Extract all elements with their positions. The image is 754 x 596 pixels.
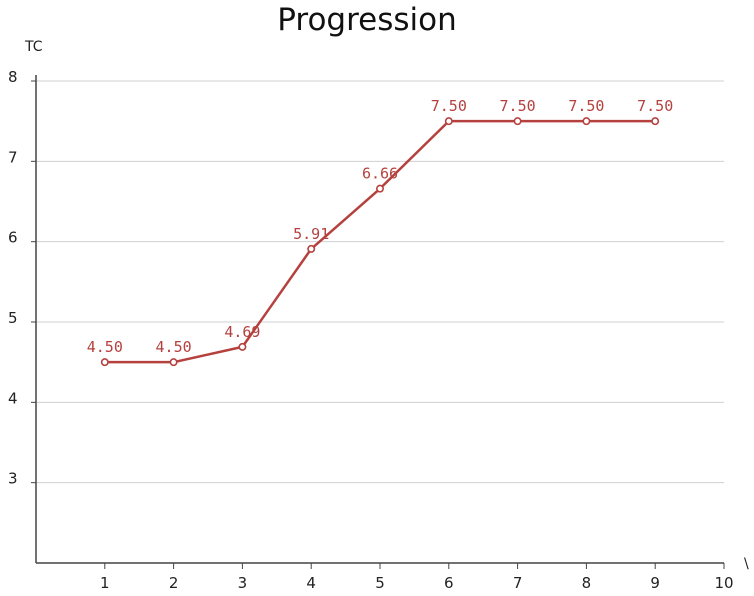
tick-labels: 3 4 5 6 7 8 1 2 3 4 5 6 7 8 9 10	[8, 68, 734, 592]
y-tick-label: 6	[8, 229, 18, 247]
x-tick-label: 2	[169, 574, 179, 592]
y-tick-label: 8	[8, 68, 18, 86]
data-point	[651, 117, 660, 126]
data-point	[307, 244, 316, 253]
data-label: 4.69	[224, 323, 260, 341]
chart-title: Progression	[277, 2, 457, 38]
x-tick-label: 7	[513, 574, 523, 592]
y-tick-label: 5	[8, 309, 18, 327]
y-axis-label: TC	[24, 39, 43, 55]
x-tick-label: 4	[306, 574, 316, 592]
data-label: 7.50	[431, 97, 467, 115]
data-label: 4.50	[87, 338, 123, 356]
data-point	[444, 117, 453, 126]
x-axis-label: \	[744, 556, 749, 572]
x-tick-label: 5	[375, 574, 385, 592]
data-label: 5.91	[293, 225, 329, 243]
grid-lines	[36, 80, 724, 484]
data-label: 7.50	[637, 97, 673, 115]
x-tick-label: 1	[100, 574, 110, 592]
x-tick-label: 8	[582, 574, 592, 592]
data-point	[513, 117, 522, 126]
x-tick-label: 10	[714, 574, 733, 592]
data-point	[582, 117, 591, 126]
data-label: 4.50	[156, 338, 192, 356]
x-tick-label: 9	[650, 574, 660, 592]
data-label: 7.50	[568, 97, 604, 115]
data-point	[100, 358, 109, 367]
data-point	[238, 342, 247, 351]
x-tick-label: 6	[444, 574, 454, 592]
y-tick-label: 4	[8, 389, 18, 407]
x-tick-label: 3	[238, 574, 248, 592]
axes	[31, 75, 725, 569]
y-tick-label: 3	[8, 470, 18, 488]
data-label: 7.50	[500, 97, 536, 115]
series-group: 4.50 4.50 4.69 5.91 6.66 7.50 7.50 7.50 7.50	[87, 97, 673, 367]
data-point	[375, 184, 384, 193]
data-label: 6.66	[362, 165, 398, 183]
data-point	[169, 358, 178, 367]
y-tick-label: 7	[8, 148, 18, 166]
